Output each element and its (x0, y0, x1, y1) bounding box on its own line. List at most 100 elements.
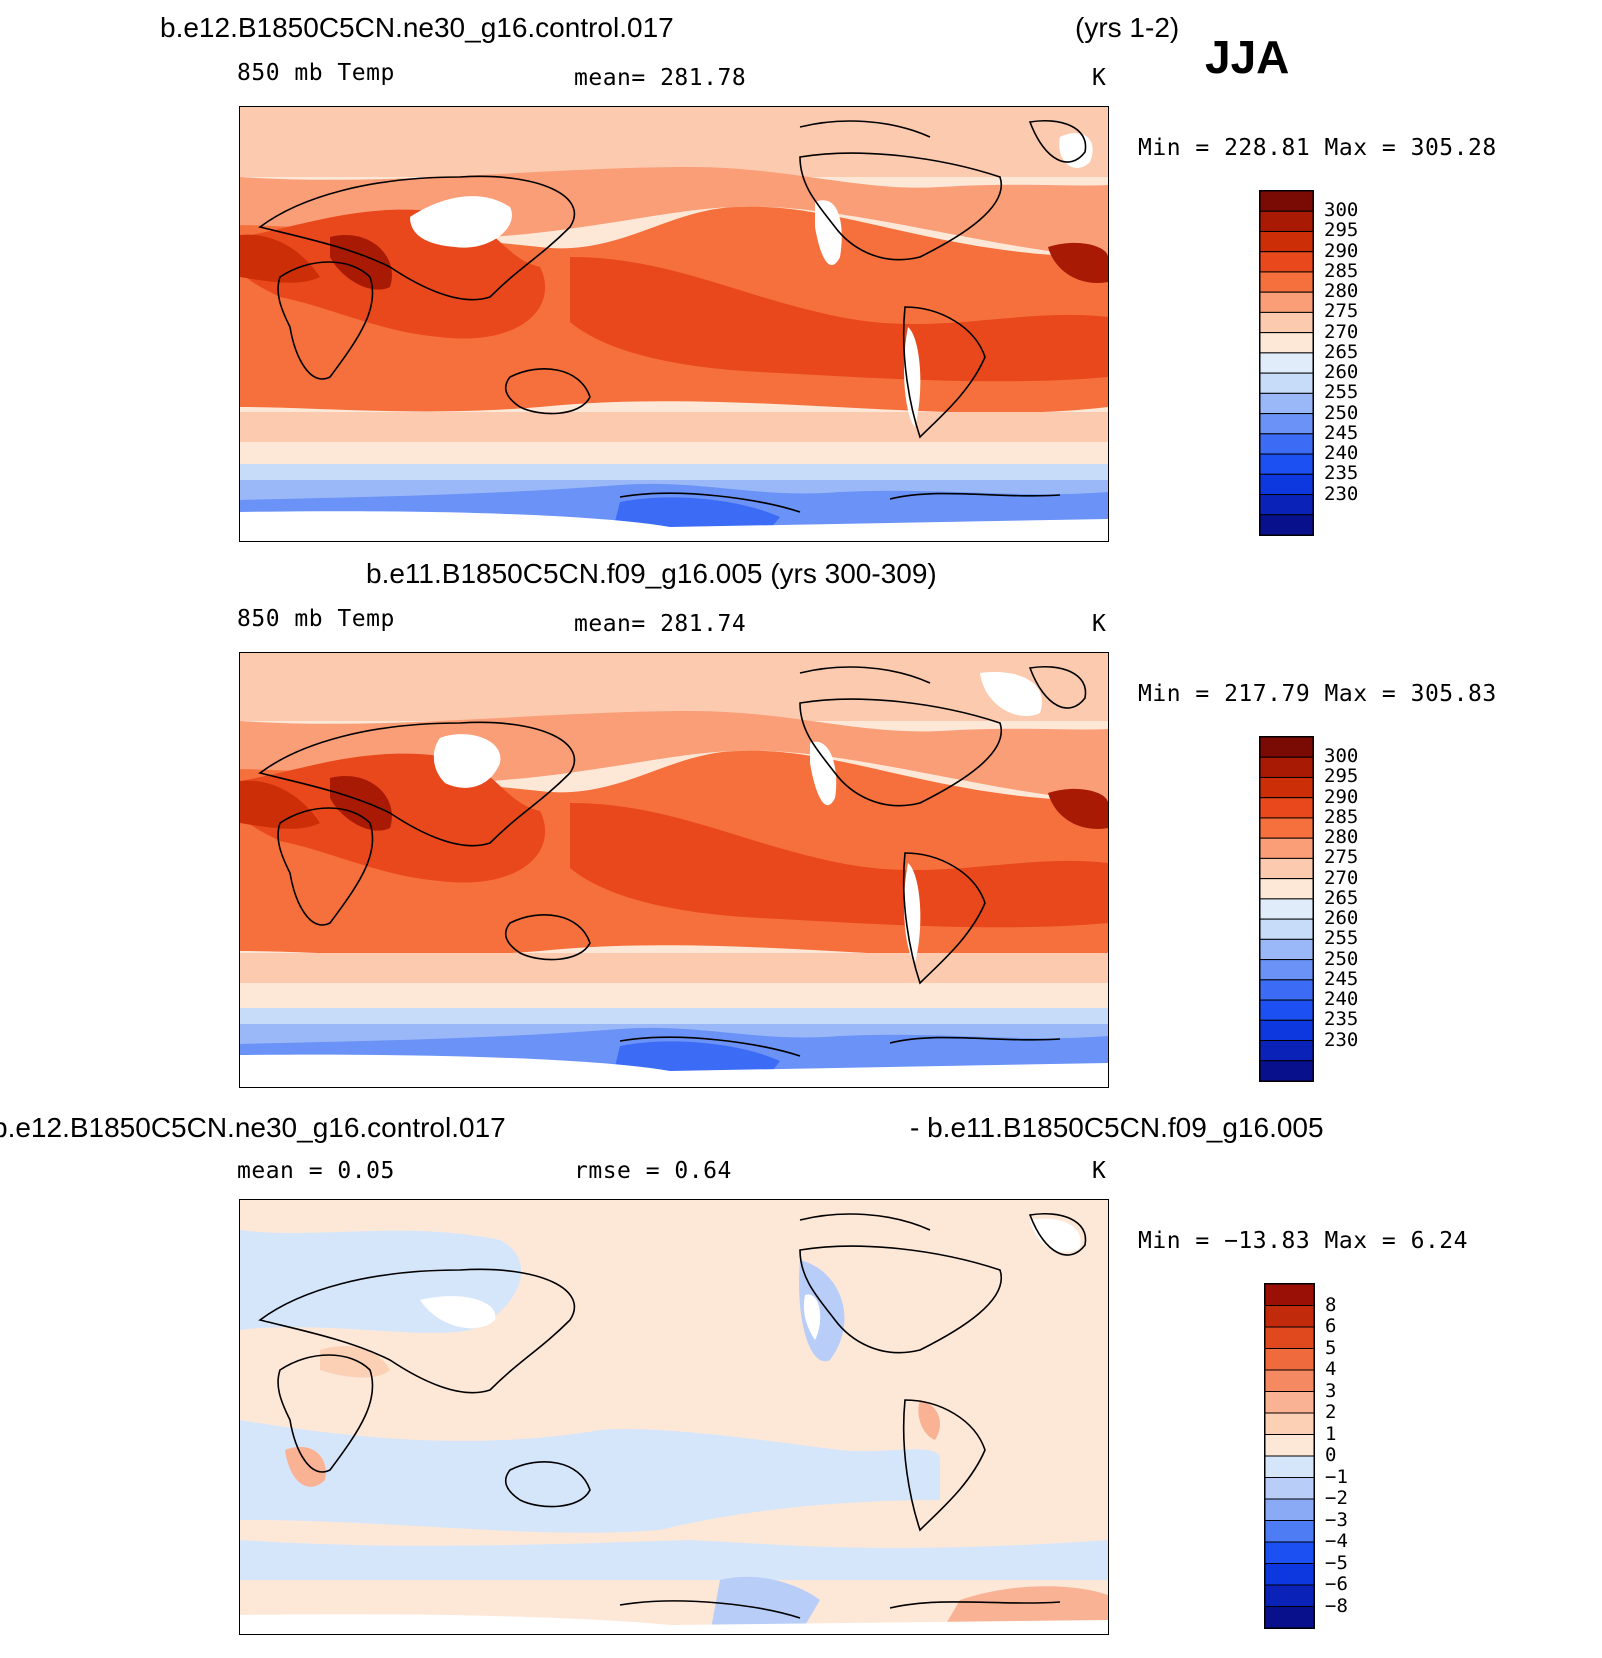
colorbar-box (1264, 1283, 1315, 1306)
colorbar-tick-label: 300 (1324, 745, 1359, 768)
panel1-variable: 850 mb Temp (237, 60, 395, 86)
colorbar-tick-label: 250 (1324, 947, 1359, 970)
colorbar-tick-label: 250 (1324, 401, 1359, 424)
colorbar-tick-label: 240 (1324, 442, 1359, 465)
colorbar-tick-label: 280 (1324, 280, 1359, 303)
colorbar-box (1259, 352, 1314, 374)
colorbar-box (1259, 311, 1314, 334)
colorbar-tick-label: 260 (1324, 361, 1359, 384)
colorbar-tick-label: 230 (1324, 482, 1359, 505)
colorbar-box (1259, 494, 1314, 516)
colorbar-tick-label: 4 (1325, 1358, 1337, 1380)
colorbar-box (1259, 878, 1314, 900)
colorbar-box (1259, 433, 1314, 455)
colorbar-tick-label: −3 (1325, 1508, 1348, 1531)
panel2-colorbar (1259, 736, 1314, 1082)
colorbar-tick-label: 260 (1324, 907, 1359, 930)
colorbar-box (1264, 1477, 1315, 1500)
colorbar-tick-label: 295 (1324, 765, 1359, 788)
colorbar-tick-label: 285 (1324, 259, 1359, 282)
panel1-map (239, 106, 1109, 542)
panel3-colorbar (1264, 1283, 1315, 1629)
colorbar-box (1259, 837, 1314, 859)
panel2-title: b.e11.B1850C5CN.f09_g16.005 (yrs 300-309… (366, 558, 937, 589)
colorbar-box (1259, 1060, 1314, 1082)
colorbar-tick-label: 3 (1325, 1379, 1337, 1402)
colorbar-tick-label: 6 (1325, 1315, 1337, 1337)
colorbar-box (1259, 453, 1314, 475)
colorbar-tick-label: −4 (1325, 1530, 1348, 1552)
colorbar-tick-label: 235 (1324, 1008, 1359, 1031)
colorbar-tick-label: 8 (1325, 1293, 1337, 1316)
panel1-minmax: Min = 228.81 Max = 305.28 (1138, 135, 1497, 161)
colorbar-tick-label: 265 (1324, 340, 1359, 363)
colorbar-tick-label: 2 (1325, 1401, 1337, 1423)
panel2-variable: 850 mb Temp (237, 606, 395, 632)
panel3-title-left: b.e12.B1850C5CN.ne30_g16.control.017 (0, 1112, 506, 1143)
colorbar-tick-label: 270 (1324, 320, 1359, 343)
colorbar-box (1259, 190, 1314, 212)
colorbar-box (1259, 514, 1314, 536)
colorbar-tick-label: −5 (1325, 1551, 1348, 1574)
colorbar-box (1264, 1434, 1315, 1457)
panel3-title-right: - b.e11.B1850C5CN.f09_g16.005 (910, 1112, 1324, 1143)
colorbar-box (1259, 857, 1314, 880)
colorbar-tick-label: 5 (1325, 1336, 1337, 1359)
panel1-units: K (1092, 65, 1107, 91)
colorbar-tick-label: −6 (1325, 1573, 1348, 1595)
colorbar-tick-label: 235 (1324, 462, 1359, 485)
colorbar-box (1259, 1040, 1314, 1062)
season-label: JJA (1205, 31, 1290, 83)
colorbar-box (1259, 413, 1314, 435)
colorbar-box (1259, 291, 1314, 313)
colorbar-box (1264, 1369, 1315, 1392)
panel3-rmse: rmse = 0.64 (574, 1158, 732, 1184)
colorbar-box (1259, 817, 1314, 839)
colorbar-tick-label: 255 (1324, 381, 1359, 404)
panel1-mean: mean= 281.78 (574, 65, 747, 91)
colorbar-box (1264, 1348, 1315, 1371)
colorbar-tick-label: −2 (1325, 1487, 1348, 1509)
colorbar-box (1259, 898, 1314, 920)
colorbar-box (1264, 1606, 1315, 1629)
colorbar-tick-label: 265 (1324, 886, 1359, 909)
colorbar-tick-label: 270 (1324, 866, 1359, 889)
colorbar-tick-label: 0 (1325, 1444, 1337, 1466)
panel3-map (239, 1199, 1109, 1635)
colorbar-box (1259, 210, 1314, 232)
panel1-colorbar-svg (1259, 190, 1314, 536)
colorbar-box (1264, 1305, 1315, 1328)
panel2-colorbar-svg (1259, 736, 1314, 1082)
colorbar-tick-label: 245 (1324, 421, 1359, 444)
colorbar-box (1264, 1412, 1315, 1435)
colorbar-tick-label: 290 (1324, 785, 1359, 808)
colorbar-box (1259, 251, 1314, 273)
colorbar-box (1259, 332, 1314, 354)
colorbar-box (1264, 1563, 1315, 1586)
colorbar-box (1259, 372, 1314, 394)
colorbar-box (1264, 1326, 1315, 1349)
panel2-map (239, 652, 1109, 1088)
colorbar-box (1259, 271, 1314, 293)
colorbar-tick-label: 280 (1324, 826, 1359, 849)
colorbar-box (1259, 979, 1314, 1001)
colorbar-box (1259, 776, 1314, 799)
panel1-title-years: (yrs 1-2) (1075, 12, 1180, 43)
colorbar-box (1264, 1498, 1315, 1521)
colorbar-box (1259, 938, 1314, 961)
colorbar-tick-label: 255 (1324, 927, 1359, 950)
colorbar-box (1264, 1455, 1315, 1478)
panel2-mean: mean= 281.74 (574, 611, 747, 637)
panel3-minmax: Min = −13.83 Max = 6.24 (1138, 1228, 1468, 1254)
colorbar-tick-label: −1 (1325, 1465, 1348, 1488)
colorbar-box (1259, 1019, 1314, 1042)
colorbar-tick-label: 300 (1324, 199, 1359, 222)
colorbar-box (1259, 918, 1314, 940)
colorbar-tick-label: 230 (1324, 1028, 1359, 1051)
colorbar-box (1264, 1520, 1315, 1543)
panel3-units: K (1092, 1158, 1107, 1184)
colorbar-box (1259, 392, 1314, 415)
panel1-colorbar (1259, 190, 1314, 536)
panel3-colorbar-svg (1264, 1283, 1315, 1629)
colorbar-tick-label: 295 (1324, 219, 1359, 242)
